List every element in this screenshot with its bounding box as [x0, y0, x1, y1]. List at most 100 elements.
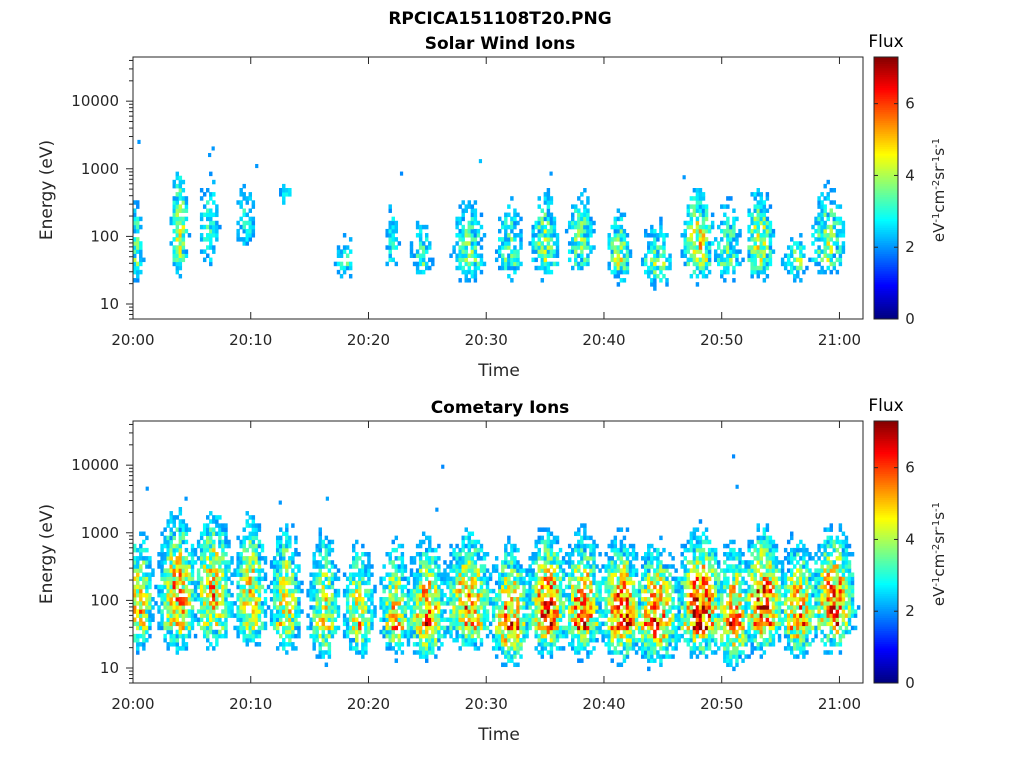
heatmap-cell — [583, 564, 587, 569]
heatmap-cell — [607, 580, 611, 586]
heatmap-cell — [665, 601, 669, 606]
heatmap-cell — [768, 233, 773, 238]
heatmap-cell — [656, 245, 660, 250]
heatmap-cell — [409, 241, 414, 246]
heatmap-cell — [601, 613, 605, 618]
heatmap-cell — [653, 633, 657, 639]
heatmap-cell — [537, 588, 541, 594]
heatmap-cell — [151, 605, 155, 610]
heatmap-cell — [701, 257, 706, 263]
heatmap-cell — [665, 637, 669, 643]
heatmap-cell — [656, 547, 660, 553]
heatmap-cell — [206, 617, 210, 622]
heatmap-cell — [805, 265, 809, 271]
heatmap-cell — [628, 249, 633, 254]
heatmap-cell — [732, 237, 736, 242]
heatmap-cell — [482, 568, 487, 573]
heatmap-cell — [640, 646, 645, 651]
heatmap-cell — [391, 609, 395, 614]
heatmap-cell — [181, 568, 186, 573]
heatmap-cell — [175, 253, 180, 258]
heatmap-cell — [610, 621, 614, 627]
heatmap-cell — [750, 228, 754, 234]
heatmap-cell — [178, 233, 183, 238]
heatmap-cell — [178, 519, 183, 524]
heatmap-cell — [482, 580, 487, 586]
heatmap-cell — [178, 179, 183, 185]
heatmap-cell — [251, 539, 256, 545]
heatmap-cell — [236, 597, 240, 602]
heatmap-cell — [294, 646, 298, 651]
heatmap-cell — [510, 261, 514, 267]
heatmap-cell — [516, 633, 520, 639]
heatmap-cell — [531, 233, 535, 238]
heatmap-cell — [367, 629, 371, 635]
heatmap-cell — [504, 261, 508, 267]
heatmap-cell — [549, 637, 554, 643]
heatmap-cell — [729, 249, 733, 254]
heatmap-cell — [662, 597, 666, 602]
heatmap-cell — [549, 220, 554, 226]
heatmap-cell — [358, 580, 362, 586]
heatmap-cell — [504, 576, 508, 582]
heatmap-cell — [543, 646, 548, 651]
heatmap-cell — [330, 609, 335, 614]
heatmap-cell — [768, 249, 773, 254]
heatmap-cell — [446, 580, 450, 586]
heatmap-cell — [242, 212, 246, 218]
heatmap-cell — [479, 597, 484, 602]
heatmap-cell — [169, 613, 173, 618]
heatmap-cell — [160, 588, 164, 594]
heatmap-cell — [297, 552, 301, 557]
heatmap-cell — [269, 580, 274, 586]
heatmap-cell — [443, 568, 447, 573]
heatmap-cell — [254, 543, 259, 549]
heatmap-cell — [297, 564, 301, 569]
heatmap-cell — [613, 568, 618, 573]
heatmap-cell — [428, 621, 432, 627]
heatmap-cell — [236, 592, 240, 598]
heatmap-cell — [133, 265, 137, 271]
heatmap-cell — [400, 605, 405, 610]
heatmap-cell — [400, 597, 405, 602]
heatmap-cell — [537, 556, 541, 561]
heatmap-cell — [710, 224, 715, 230]
heatmap-cell — [467, 543, 472, 549]
heatmap-cell — [282, 613, 286, 618]
heatmap-cell — [644, 556, 648, 561]
heatmap-cell — [212, 552, 216, 557]
heatmap-cell — [595, 609, 599, 614]
heatmap-cell — [671, 617, 675, 622]
heatmap-cell — [178, 237, 183, 242]
heatmap-cell — [759, 192, 764, 197]
heatmap-cell — [549, 233, 554, 238]
heatmap-cell — [771, 233, 776, 238]
x-tick-label: 20:50 — [700, 331, 743, 349]
heatmap-cell — [400, 588, 405, 594]
heatmap-cell — [650, 560, 654, 565]
heatmap-cell — [482, 617, 487, 622]
heatmap-cell — [668, 261, 672, 267]
heatmap-cell — [738, 233, 742, 238]
heatmap-cell — [704, 245, 709, 250]
heatmap-cell — [169, 511, 173, 516]
heatmap-cell — [431, 568, 435, 573]
heatmap-cell — [400, 650, 405, 655]
heatmap-cell — [534, 265, 538, 271]
heatmap-cell — [668, 257, 672, 263]
heatmap-cell — [704, 253, 709, 258]
heatmap-cell — [479, 613, 484, 618]
heatmap-cell — [519, 642, 523, 647]
heatmap-cell — [285, 601, 289, 606]
heatmap-cell — [537, 224, 541, 230]
heatmap-cell — [598, 601, 602, 606]
heatmap-cell — [695, 204, 700, 209]
heatmap-cell — [589, 245, 593, 250]
heatmap-cell — [567, 220, 572, 226]
heatmap-cell — [543, 584, 548, 590]
heatmap-cell — [552, 216, 557, 222]
heatmap-cell — [318, 597, 322, 602]
heatmap-cell — [540, 556, 545, 561]
heatmap-cell — [479, 642, 484, 647]
heatmap-cell — [504, 633, 508, 639]
